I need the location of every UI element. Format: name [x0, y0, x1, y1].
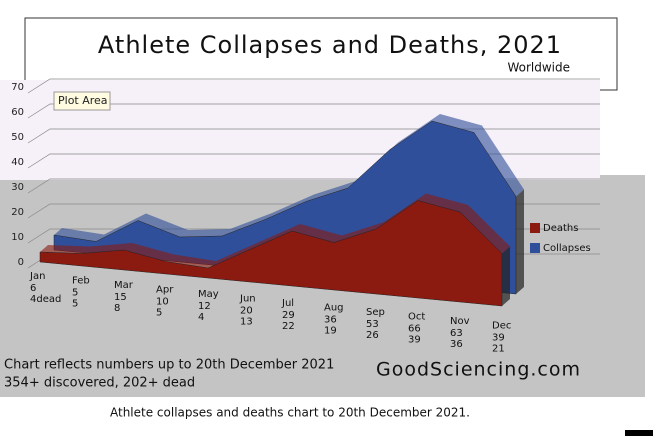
x-tick-label: Feb: [72, 276, 90, 287]
grid: 0 10 20 30 40 50 60 70: [11, 78, 600, 269]
value-label: 29: [282, 310, 295, 321]
chart-title: Athlete Collapses and Deaths, 2021: [98, 31, 562, 59]
legend-label: Collapses: [543, 243, 591, 254]
value-label: 6: [30, 283, 36, 294]
value-label: 5: [156, 308, 162, 319]
value-label: 21: [492, 344, 505, 355]
grid-line: [27, 78, 600, 94]
x-tick-label: May: [198, 289, 219, 300]
value-label: 19: [324, 326, 337, 337]
tooltip: Plot Area: [58, 94, 108, 107]
tooltip-box: [53, 91, 111, 111]
area-side: [516, 189, 524, 294]
value-label: 15: [114, 292, 127, 303]
value-label: 63: [450, 328, 463, 339]
x-tick-label: Jun: [239, 294, 256, 305]
value-label: 66: [408, 324, 421, 335]
value-label: 39: [408, 335, 421, 346]
note: 354+ discovered, 202+ dead: [4, 376, 195, 391]
value-label: 4dead: [30, 294, 61, 305]
value-label: 5: [72, 288, 78, 299]
source: GoodSciencing.com: [376, 359, 581, 381]
x-tick-label: Aug: [324, 303, 344, 314]
value-label: 8: [114, 303, 120, 314]
chart-subtitle: Worldwide: [507, 61, 570, 75]
labels: Jan64deadFeb55Mar158Apr105May124Jun2013J…: [29, 271, 511, 355]
grid-line: [27, 103, 600, 119]
grid-line: [27, 128, 600, 144]
value-label: 10: [156, 297, 169, 308]
value-label: 53: [366, 319, 379, 330]
caption: Athlete collapses and deaths chart to 20…: [110, 406, 470, 420]
value-label: 13: [240, 317, 253, 328]
area-side: [502, 246, 510, 306]
value-label: 26: [366, 330, 379, 341]
y-tick-label: 50: [11, 132, 24, 143]
value-label: 5: [72, 299, 78, 310]
value-label: 39: [492, 333, 505, 344]
value-label: 36: [324, 315, 337, 326]
legend-label: Deaths: [543, 223, 578, 234]
value-label: 12: [198, 301, 211, 312]
y-tick-label: 0: [18, 257, 24, 268]
legend-swatch: [530, 223, 540, 233]
y-tick-label: 40: [11, 157, 24, 168]
x-tick-label: Oct: [408, 312, 425, 323]
y-tick-label: 30: [11, 182, 24, 193]
corner: [625, 430, 653, 436]
value-label: 20: [240, 306, 253, 317]
y-tick-label: 60: [11, 107, 24, 118]
x-tick-label: Nov: [450, 316, 470, 327]
value-label: 4: [198, 312, 204, 323]
value-label: 36: [450, 339, 463, 350]
y-tick-label: 70: [11, 82, 24, 93]
x-tick-label: Sep: [366, 307, 385, 318]
x-tick-label: Apr: [156, 285, 174, 296]
x-tick-label: Jul: [281, 298, 294, 309]
legend: Deaths Collapses: [530, 223, 591, 254]
value-label: 22: [282, 321, 295, 332]
x-tick-label: Dec: [492, 321, 511, 332]
x-tick-label: Jan: [29, 271, 45, 282]
y-tick-label: 20: [11, 207, 24, 218]
note: Chart reflects numbers up to 20th Decemb…: [4, 358, 334, 373]
area-top: [54, 114, 524, 242]
legend-swatch: [530, 243, 540, 253]
y-tick-label: 10: [11, 232, 24, 243]
x-tick-label: Mar: [114, 280, 134, 291]
areas: [39, 114, 524, 307]
